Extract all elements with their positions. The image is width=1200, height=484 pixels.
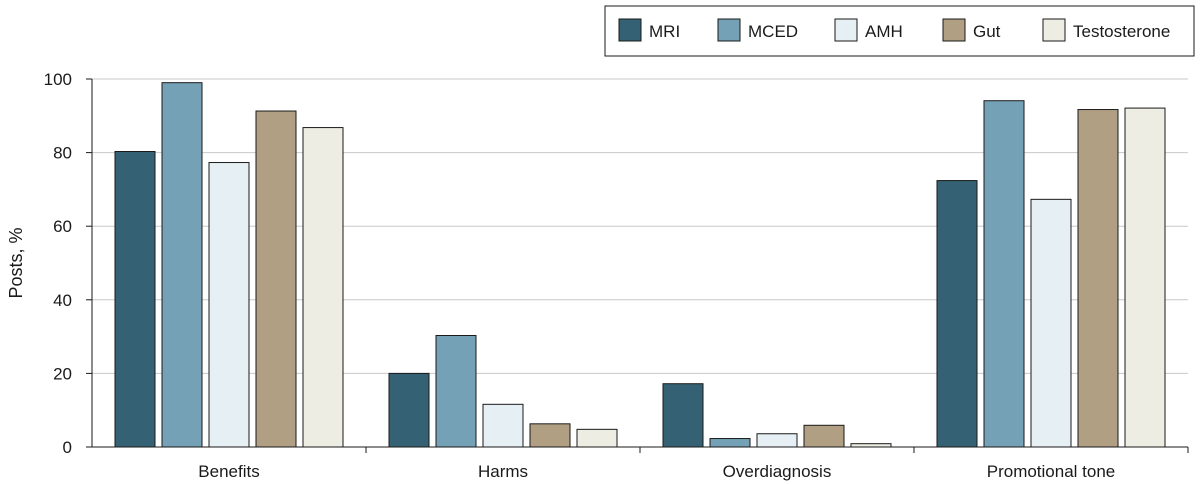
legend-swatch: [618, 18, 642, 42]
y-tick-label: 20: [53, 364, 72, 383]
bar-mri: [114, 150, 156, 448]
legend-frame: [604, 5, 1195, 57]
x-category-label: Overdiagnosis: [723, 462, 832, 481]
bar-mced: [435, 334, 477, 448]
y-tick-label: 40: [53, 291, 72, 310]
bar-gut: [803, 424, 845, 448]
bar-amh: [208, 162, 250, 448]
legend-swatch: [1042, 18, 1066, 42]
bar-amh: [1030, 198, 1072, 448]
y-tick-label: 0: [63, 438, 72, 457]
legend-swatch: [834, 18, 858, 42]
bar-mri: [388, 372, 430, 448]
bar-mced: [709, 438, 751, 448]
bar-testosterone: [1124, 107, 1166, 448]
bar-gut: [529, 423, 571, 448]
y-tick-label: 100: [44, 70, 72, 89]
bar-mced: [983, 100, 1025, 448]
legend-label: Gut: [973, 22, 1001, 41]
bar-testosterone: [302, 127, 344, 448]
bar-gut: [255, 110, 297, 448]
x-category-label: Benefits: [198, 462, 259, 481]
legend: MRI MCED AMH Gut Testosterone: [604, 5, 1195, 57]
bar-amh: [482, 403, 524, 448]
axis-layer: 0 20 40 60 80 100 Benefits Harms Overdiagnosis Pr…: [44, 70, 1189, 481]
y-tick-label: 60: [53, 217, 72, 236]
bar-amh: [756, 433, 798, 448]
legend-swatch: [942, 18, 966, 42]
legend-label: MRI: [649, 22, 680, 41]
x-category-label: Promotional tone: [987, 462, 1116, 481]
legend-label: Testosterone: [1073, 22, 1170, 41]
bar-mri: [936, 180, 978, 448]
y-tick-label: 80: [53, 144, 72, 163]
y-axis-label: Posts, %: [6, 227, 26, 298]
bar-gut: [1077, 109, 1119, 448]
bar-mri: [662, 383, 704, 448]
bar-testosterone: [576, 428, 618, 448]
bar-mced: [161, 82, 203, 448]
bars-layer: [114, 82, 1166, 448]
x-category-label: Harms: [478, 462, 528, 481]
legend-label: MCED: [748, 22, 798, 41]
legend-label: AMH: [865, 22, 903, 41]
legend-swatch: [717, 18, 741, 42]
